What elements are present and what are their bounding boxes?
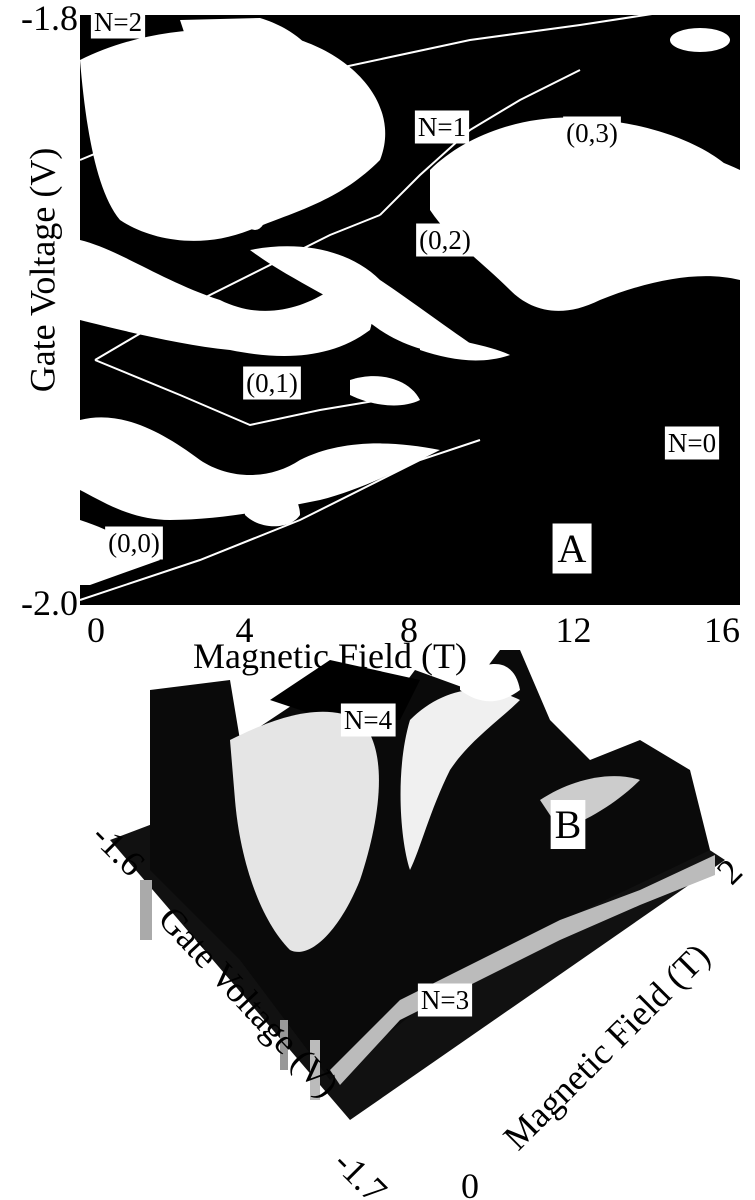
map-feature <box>243 190 267 230</box>
annotation: N=2 <box>94 7 142 37</box>
annotation: N=4 <box>344 705 393 735</box>
annotation: N=3 <box>421 985 469 1015</box>
map-feature <box>670 28 730 52</box>
annotation: (0,3) <box>566 118 618 148</box>
annotation: N=0 <box>668 428 716 458</box>
x-tick-label: 16 <box>704 610 740 650</box>
annotation: N=1 <box>418 112 466 142</box>
annotation: (0,0) <box>108 528 160 558</box>
annotation: (0,1) <box>246 368 298 398</box>
y-tick-label: -1.8 <box>21 0 78 38</box>
x-tick-label: 4 <box>236 610 254 650</box>
surface-feature <box>140 880 152 940</box>
x-tick-label: 12 <box>556 610 592 650</box>
x-axis-label: Magnetic Field (T) <box>193 636 467 676</box>
x-tick-label: 8 <box>400 610 418 650</box>
y-tick-label: -2.0 <box>21 583 78 623</box>
panel-label: A <box>558 526 587 571</box>
y-tick-label: 0 <box>461 1166 479 1200</box>
figure: Magnetic Field (T) Gate Voltage (V) Gate… <box>0 0 755 1200</box>
y-tick-label: 2 <box>709 851 750 892</box>
annotation: (0,2) <box>419 225 471 255</box>
y-axis-label: Gate Voltage (V) <box>22 148 62 393</box>
panel-label: B <box>555 802 582 847</box>
x-tick-label: 0 <box>87 610 105 650</box>
x-tick-label: -1.7 <box>326 1142 395 1200</box>
